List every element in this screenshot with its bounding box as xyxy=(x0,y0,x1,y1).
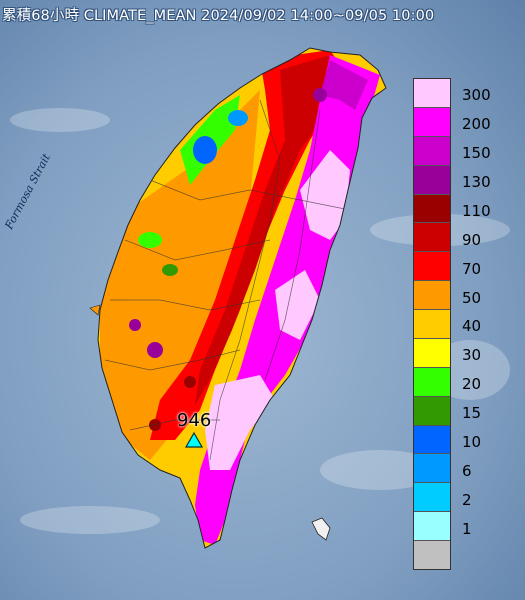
legend-labels: 300 200 150 130 110 90 70 50 40 30 20 15 10 6 2 1 xyxy=(462,78,522,570)
legend-swatch xyxy=(414,252,450,282)
legend-swatch xyxy=(414,483,450,513)
legend-swatch xyxy=(414,223,450,253)
legend-label: 150 xyxy=(462,143,491,162)
legend-swatch xyxy=(414,396,450,426)
legend-swatch xyxy=(414,310,450,339)
legend-swatch xyxy=(414,512,450,541)
legend-label: 70 xyxy=(462,259,482,278)
legend-label: 10 xyxy=(462,433,482,452)
legend-label: 1 xyxy=(462,520,472,538)
legend-swatch xyxy=(414,425,450,455)
legend-swatch xyxy=(414,79,450,108)
legend-label xyxy=(462,541,522,570)
legend-label: 30 xyxy=(462,346,482,365)
legend-label: 15 xyxy=(462,404,482,423)
color-legend xyxy=(413,78,451,570)
legend-label: 40 xyxy=(462,317,482,336)
legend-swatch xyxy=(414,367,450,397)
legend-swatch xyxy=(414,454,450,484)
legend-swatch xyxy=(414,194,450,224)
legend-swatch xyxy=(414,541,450,569)
legend-label: 300 xyxy=(462,85,491,104)
legend-swatch xyxy=(414,338,450,368)
legend-swatch xyxy=(414,136,450,166)
legend-label: 20 xyxy=(462,375,482,394)
legend-label: 90 xyxy=(462,230,482,249)
legend-label: 2 xyxy=(462,491,472,510)
legend-label: 6 xyxy=(462,462,472,481)
map-title: 累積68小時 CLIMATE_MEAN 2024/09/02 14:00~09/… xyxy=(2,8,435,24)
legend-swatch xyxy=(414,165,450,195)
station-triangle-icon xyxy=(185,432,203,448)
legend-swatch xyxy=(414,107,450,137)
legend-label: 130 xyxy=(462,172,491,191)
legend-label: 50 xyxy=(462,288,482,307)
legend-label: 200 xyxy=(462,114,491,133)
legend-swatch xyxy=(414,281,450,310)
station-label: 946 xyxy=(177,410,212,431)
legend-label: 110 xyxy=(462,201,491,220)
